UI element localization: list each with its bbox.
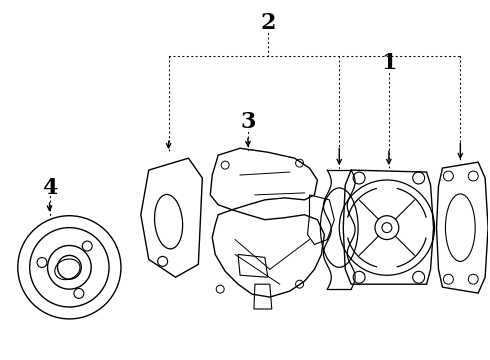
- Text: 4: 4: [42, 177, 57, 199]
- Text: 3: 3: [240, 112, 256, 134]
- Text: 1: 1: [381, 52, 396, 74]
- Text: 2: 2: [260, 12, 275, 34]
